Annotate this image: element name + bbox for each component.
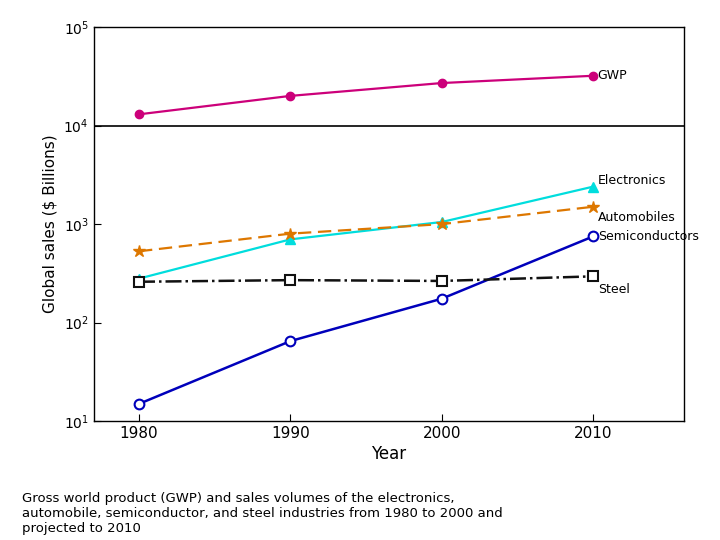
Text: Steel: Steel [598, 283, 629, 296]
Text: GWP: GWP [598, 69, 627, 82]
Text: Gross world product (GWP) and sales volumes of the electronics,
automobile, semi: Gross world product (GWP) and sales volu… [22, 491, 503, 535]
Text: Semiconductors: Semiconductors [598, 230, 698, 243]
Y-axis label: Global sales ($ Billions): Global sales ($ Billions) [42, 135, 58, 313]
X-axis label: Year: Year [372, 445, 406, 463]
Text: Automobiles: Automobiles [598, 211, 675, 224]
Text: Electronics: Electronics [598, 174, 666, 187]
